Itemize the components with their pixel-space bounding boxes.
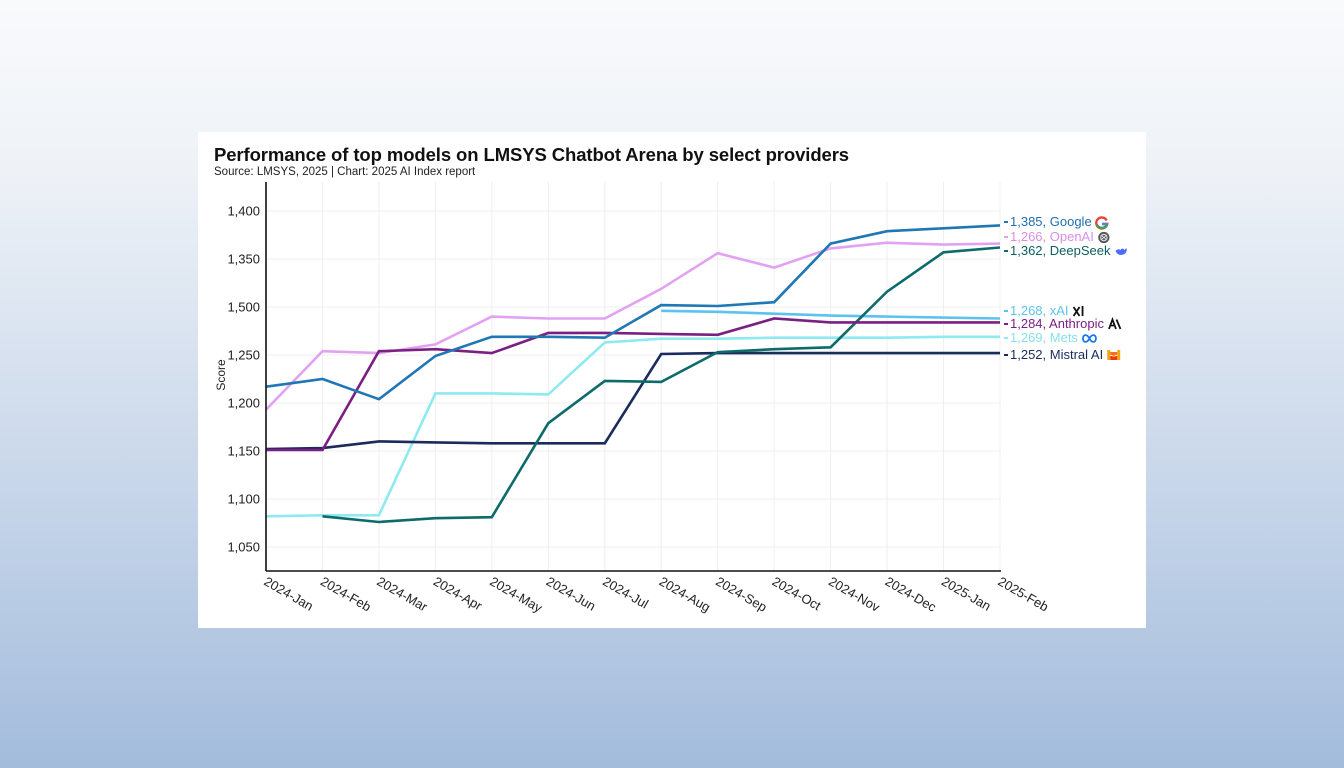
series-line-mistral-ai	[265, 351, 1000, 451]
x-tick-label: 2024-Mar	[374, 574, 430, 615]
y-tick-label: 1,350	[227, 252, 260, 267]
meta-infinity-icon	[1082, 334, 1097, 343]
google-g-icon	[1095, 216, 1109, 230]
chart-card: Performance of top models on LMSYS Chatb…	[198, 132, 1146, 628]
x-tick-label: 2025-Jan	[939, 574, 993, 614]
series-line-xai	[661, 309, 1001, 320]
end-label-xai: 1,268, xAI	[1010, 303, 1069, 318]
x-tick-label: 2024-Aug	[657, 574, 713, 615]
end-label-anthropic: 1,284, Anthropic	[1010, 316, 1104, 331]
series-line-meta	[265, 335, 1000, 518]
end-label-deepseek: 1,362, DeepSeek	[1010, 243, 1111, 258]
y-tick-label: 1,100	[227, 492, 260, 507]
end-label-meta: 1,269, Mets	[1010, 330, 1078, 345]
x-axis-ticks: 2024-Jan 2024-Feb 2024-Mar 2024-Apr 2024-May…	[262, 574, 1052, 616]
series-line-anthropic	[266, 317, 1000, 452]
y-tick-label: 1,500	[227, 300, 260, 315]
line-chart: 1,050 1,100 1,150 1,200 1,250 1,500 1,350 1,400…	[214, 182, 1127, 616]
series-line-deepseek	[322, 246, 1001, 524]
series-line-openai	[265, 241, 1001, 411]
series-line-google	[265, 224, 1001, 401]
end-label-openai: 1,266, OpenAI	[1010, 229, 1094, 244]
x-tick-label: 2024-Dec	[883, 574, 940, 615]
y-axis-ticks: 1,050 1,100 1,150 1,200 1,250 1,500 1,350 1,400	[227, 204, 260, 555]
y-tick-label: 1,150	[227, 444, 260, 459]
gridlines	[266, 182, 1001, 571]
deepseek-whale-icon	[1115, 248, 1127, 255]
y-tick-label: 1,250	[227, 348, 260, 363]
xai-icon	[1072, 306, 1084, 317]
y-tick-label: 1,400	[227, 204, 260, 219]
x-tick-label: 2025-Feb	[996, 574, 1052, 615]
x-tick-label: 2024-May	[487, 574, 545, 616]
anthropic-icon	[1108, 316, 1122, 330]
openai-icon	[1098, 231, 1110, 244]
x-tick-label: 2024-Nov	[826, 574, 883, 615]
axes	[265, 182, 1001, 572]
x-tick-label: 2024-Jul	[600, 574, 651, 612]
chart-title: Performance of top models on LMSYS Chatb…	[214, 144, 850, 165]
series-lines	[265, 224, 1001, 524]
x-tick-label: 2024-Jan	[262, 574, 316, 614]
y-axis-title: Score	[214, 359, 228, 391]
end-label-google: 1,385, Google	[1010, 214, 1092, 229]
x-tick-label: 2024-Feb	[318, 574, 374, 615]
x-tick-label: 2024-Sep	[713, 574, 769, 615]
x-tick-label: 2024-Apr	[431, 574, 485, 614]
x-tick-label: 2024-Oct	[770, 574, 824, 614]
chart-subtitle: Source: LMSYS, 2025 | Chart: 2025 AI Ind…	[214, 166, 476, 178]
y-tick-label: 1,200	[227, 396, 260, 411]
end-label-mistral-ai: 1,252, Mistral AI	[1010, 347, 1103, 362]
mistral-icon	[1107, 350, 1121, 360]
x-tick-label: 2024-Jun	[544, 574, 598, 614]
y-tick-label: 1,050	[227, 540, 260, 555]
